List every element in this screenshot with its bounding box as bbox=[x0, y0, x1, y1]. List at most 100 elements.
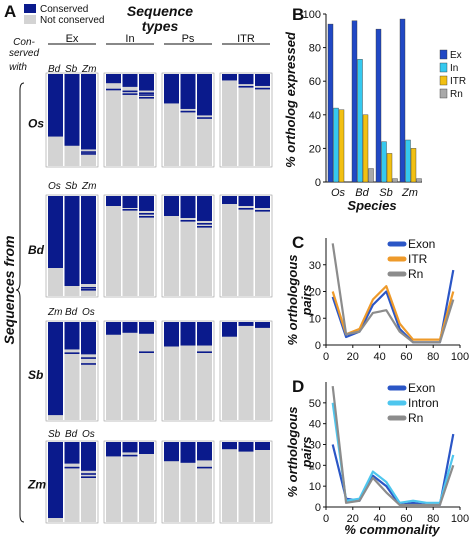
panel-b-y-tick-label: 100 bbox=[303, 9, 321, 21]
bar-in bbox=[381, 141, 387, 183]
bar-group-frame bbox=[103, 320, 157, 422]
bar-conserved bbox=[122, 74, 138, 87]
bar-ex bbox=[327, 23, 334, 183]
panelD-x-tick-label: 20 bbox=[347, 513, 359, 525]
bar-background bbox=[238, 196, 254, 296]
series-line-itr bbox=[331, 285, 455, 341]
compared-species-label: Bd bbox=[65, 307, 78, 318]
bar-stripe bbox=[122, 90, 138, 93]
bar-conserved bbox=[64, 74, 80, 146]
panel-c-label: C bbox=[292, 233, 304, 252]
bar-conserved bbox=[164, 442, 179, 462]
panelC-y-tick-label: 20 bbox=[309, 287, 321, 299]
bar-background bbox=[139, 442, 154, 522]
bar-group-frame bbox=[219, 320, 273, 422]
panel-b-label: B bbox=[292, 5, 304, 24]
bar-conserved bbox=[180, 442, 196, 463]
bar-conserved bbox=[255, 196, 270, 208]
bar-group-frame bbox=[45, 72, 99, 168]
bar-stripe bbox=[139, 213, 154, 215]
bar-conserved bbox=[81, 442, 96, 471]
bar-stripe bbox=[81, 289, 96, 291]
bar-conserved bbox=[81, 74, 96, 150]
bar-stripe bbox=[122, 93, 138, 95]
bar-background bbox=[222, 74, 237, 166]
bar-conserved bbox=[197, 322, 212, 346]
panel-b-category-label: Os bbox=[331, 187, 346, 199]
panelD-y-tick-label: 10 bbox=[309, 481, 321, 493]
bar-stripe bbox=[197, 466, 212, 469]
bar-background bbox=[122, 442, 138, 522]
compared-species-label: Os bbox=[48, 181, 61, 192]
bar-conserved bbox=[197, 196, 212, 221]
bar-stripe bbox=[139, 94, 154, 96]
panelD-y-tick-label: 30 bbox=[309, 440, 321, 452]
bar-stripe bbox=[106, 88, 121, 91]
bar-group-frame bbox=[219, 440, 273, 524]
bar-group-frame bbox=[161, 440, 215, 524]
panelC-x-tick-label: 20 bbox=[347, 351, 359, 363]
bar-background bbox=[238, 74, 254, 166]
bar-group-frame bbox=[219, 194, 273, 298]
panelD-x-tick-label: 0 bbox=[323, 513, 329, 525]
bar-stripe bbox=[197, 226, 212, 228]
legend-not-conserved-swatch bbox=[24, 15, 36, 24]
bar-conserved bbox=[164, 74, 179, 104]
bar-background bbox=[238, 442, 254, 522]
bar-conserved bbox=[222, 74, 237, 81]
bar-conserved bbox=[48, 442, 63, 518]
bar-conserved bbox=[197, 442, 212, 461]
bar-stripe bbox=[238, 208, 254, 210]
bar-stripe bbox=[139, 216, 154, 218]
legend-label: Rn bbox=[450, 89, 463, 100]
panelD-x-tick-label: 80 bbox=[427, 513, 439, 525]
bar-stripe bbox=[64, 352, 80, 354]
panel-b-chart: 0 20 40 60 80 100 Os Bd Sb Zm Ex In ITR Rn bbox=[303, 9, 466, 199]
panel-d-label: D bbox=[292, 377, 304, 396]
bar-conserved bbox=[139, 196, 154, 211]
bar-stripe bbox=[81, 151, 96, 153]
bar-background bbox=[139, 196, 154, 296]
panelD-x-tick-label: 100 bbox=[451, 513, 469, 525]
bar-conserved bbox=[122, 442, 138, 453]
panelD-y-tick-label: 20 bbox=[309, 460, 321, 472]
bar-background bbox=[197, 322, 212, 420]
panel-b-y-tick-label: 60 bbox=[309, 76, 321, 88]
col-type-label: Ex bbox=[66, 33, 79, 45]
bar-conserved bbox=[255, 322, 270, 328]
bar-conserved bbox=[81, 196, 96, 284]
bar-conserved bbox=[222, 322, 237, 337]
bar-stripe bbox=[64, 466, 80, 469]
bar-stripe bbox=[139, 97, 154, 99]
panel-c-ylabel-2: pairs bbox=[299, 284, 314, 316]
bar-conserved bbox=[64, 322, 80, 350]
panelD-y-tick-label: 50 bbox=[309, 398, 321, 410]
bar-itr bbox=[410, 148, 417, 183]
bar-conserved bbox=[64, 196, 80, 286]
legend-label: ITR bbox=[450, 76, 466, 87]
bar-background bbox=[180, 322, 196, 420]
panelD-x-tick-label: 40 bbox=[373, 513, 385, 525]
bar-group-frame bbox=[161, 194, 215, 298]
panelC-x-tick-label: 40 bbox=[373, 351, 385, 363]
bar-in bbox=[405, 139, 411, 183]
panelC-y-tick-label: 10 bbox=[309, 313, 321, 325]
bar-itr bbox=[362, 114, 369, 183]
panel-b-ylabel: % ortholog expressed bbox=[283, 31, 298, 168]
bar-conserved bbox=[180, 322, 196, 346]
legend-swatch bbox=[439, 49, 448, 60]
bar-group-frame bbox=[45, 320, 99, 422]
bar-background bbox=[106, 442, 121, 522]
panelC-x-tick-label: 0 bbox=[323, 351, 329, 363]
bar-conserved bbox=[48, 74, 63, 137]
bar-conserved bbox=[255, 442, 270, 450]
bar-conserved bbox=[164, 196, 179, 216]
bar-conserved bbox=[180, 74, 196, 109]
series-line-rn bbox=[331, 386, 455, 507]
bar-conserved bbox=[106, 74, 121, 84]
species-label: Os bbox=[28, 116, 44, 130]
bar-stripe bbox=[139, 92, 154, 94]
bar-rn bbox=[368, 168, 374, 183]
bar-ex bbox=[399, 18, 406, 183]
